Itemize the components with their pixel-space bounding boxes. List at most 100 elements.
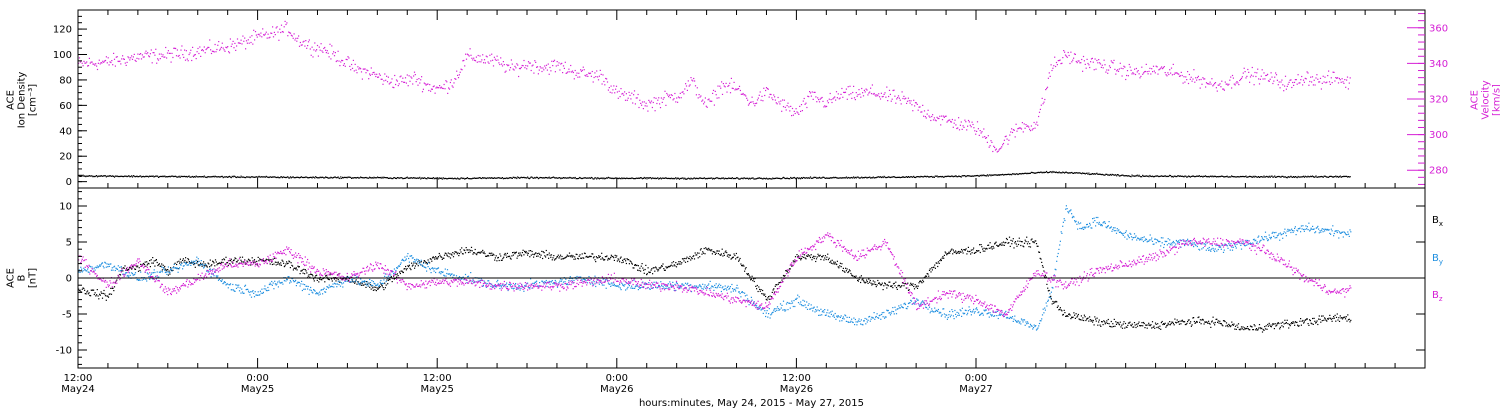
density-point [786,177,788,179]
density-point [469,178,471,180]
density-point [884,176,886,178]
density-point [235,176,237,178]
velocity-point [1209,81,1211,83]
velocity-point [333,55,336,57]
density-point [685,178,688,180]
bx-point [318,281,320,283]
velocity-point [287,35,289,37]
velocity-point [1048,72,1050,74]
bx-point [226,262,228,264]
density-point [1323,175,1325,177]
velocity-point [184,49,186,51]
by-point [191,260,193,262]
density-point [410,177,412,179]
bx-point [1290,323,1292,325]
density-point [1273,176,1275,178]
velocity-point [382,83,384,85]
velocity-point [791,115,793,117]
velocity-point [1033,121,1035,124]
bx-point [265,259,267,261]
bx-point [851,274,853,276]
velocity-point [814,91,816,93]
density-point [415,177,417,179]
bx-point [1347,314,1349,316]
density-point [284,176,286,178]
bx-point [423,260,425,262]
bx-point [362,284,364,286]
velocity-point [960,121,962,123]
density-point [193,176,195,178]
by-point [128,272,131,274]
density-point [608,177,610,179]
bx-point [877,279,879,282]
bx-point [540,254,542,256]
bx-point [1035,240,1037,242]
bx-point [866,281,868,283]
density-point [1233,176,1235,178]
velocity-point [226,47,228,49]
bx-point [1023,242,1026,244]
bx-point [759,290,761,292]
velocity-point [621,93,623,95]
bx-point [762,293,764,295]
velocity-point [545,64,548,66]
bx-point [1157,326,1159,328]
velocity-point [1210,83,1212,85]
density-point [1227,176,1229,178]
velocity-point [987,135,989,137]
density-point [220,175,222,178]
density-point [710,177,712,179]
by-point [232,283,234,286]
density-point [414,177,416,179]
density-point [474,177,476,179]
by-point [221,279,223,281]
density-point [114,175,116,177]
bx-point [148,263,150,265]
density-point [625,177,627,179]
bx-point [614,254,616,256]
velocity-point [348,57,350,59]
density-point [1313,176,1315,178]
density-point [736,177,738,179]
velocity-point [1327,75,1329,77]
density-point [708,177,710,179]
velocity-point [1295,79,1297,81]
velocity-point [1319,77,1322,79]
density-point [408,177,410,179]
density-point [1254,175,1256,177]
velocity-point [85,62,87,64]
density-point [347,176,349,178]
bx-point [1124,322,1127,325]
density-point [1311,175,1314,177]
velocity-point [94,64,96,66]
bx-point [1338,320,1341,322]
bx-point [355,279,357,281]
velocity-point [839,97,841,99]
density-point [1085,172,1087,174]
bx-point [1160,328,1162,330]
bx-point [765,295,767,298]
velocity-point [336,60,338,62]
velocity-point [183,56,185,58]
bx-point [387,279,389,281]
density-point [815,176,817,178]
density-point [825,177,827,179]
density-point [784,177,786,180]
bx-point [384,287,386,289]
bx-point [827,259,829,261]
bx-point [625,260,627,262]
density-point [570,177,572,179]
bx-point [91,289,93,291]
velocity-point [659,107,662,109]
velocity-point [890,100,892,102]
by-point [324,291,326,293]
density-point [223,176,225,178]
velocity-point [1314,84,1316,86]
velocity-point [747,104,750,106]
bx-point [854,275,856,278]
velocity-point [954,119,956,121]
density-point [1055,171,1057,174]
velocity-point [186,58,188,60]
velocity-point [716,97,718,99]
bx-point [497,257,499,259]
